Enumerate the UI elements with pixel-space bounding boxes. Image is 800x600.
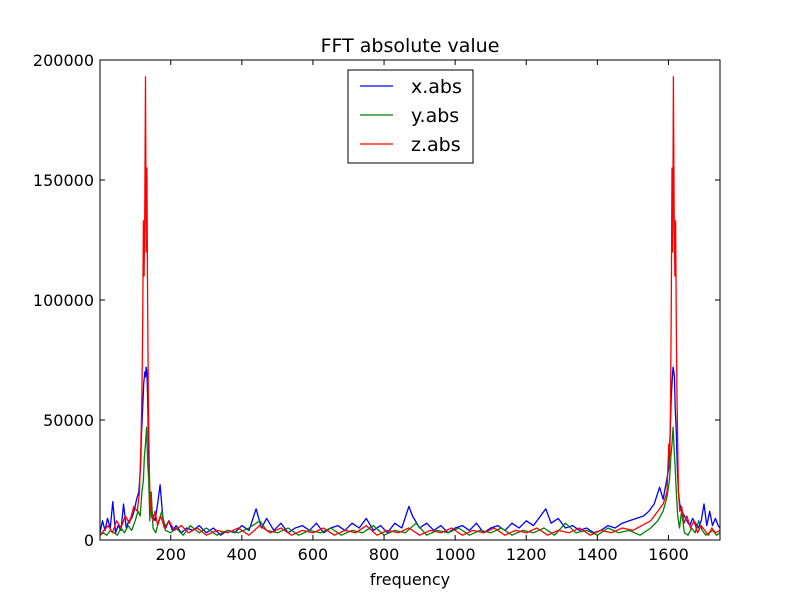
series-line-z-abs xyxy=(100,76,720,536)
y-tick-label: 200000 xyxy=(33,51,94,70)
y-axis-ticks: 0 50000 100000 150000 200000 xyxy=(33,51,720,550)
legend-label-x-abs: x.abs xyxy=(411,76,462,98)
x-tick-label: 200 xyxy=(155,545,186,564)
x-tick-label: 1000 xyxy=(435,545,476,564)
x-axis-ticks: 200 400 600 800 1000 1200 1400 1600 xyxy=(155,60,689,564)
y-tick-label: 50000 xyxy=(43,411,94,430)
x-axis-label: frequency xyxy=(370,570,450,589)
chart-title: FFT absolute value xyxy=(321,35,500,57)
x-tick-label: 600 xyxy=(298,545,329,564)
y-tick-label: 100000 xyxy=(33,291,94,310)
legend-label-z-abs: z.abs xyxy=(411,134,461,156)
x-tick-label: 400 xyxy=(227,545,258,564)
y-tick-label: 150000 xyxy=(33,171,94,190)
x-tick-label: 1600 xyxy=(648,545,689,564)
x-tick-label: 1200 xyxy=(506,545,547,564)
legend: x.abs y.abs z.abs xyxy=(347,69,474,164)
series-line-x-abs xyxy=(100,366,720,536)
x-tick-label: 800 xyxy=(369,545,400,564)
legend-label-y-abs: y.abs xyxy=(411,105,459,127)
y-tick-label: 0 xyxy=(84,531,94,550)
x-tick-label: 1400 xyxy=(577,545,618,564)
